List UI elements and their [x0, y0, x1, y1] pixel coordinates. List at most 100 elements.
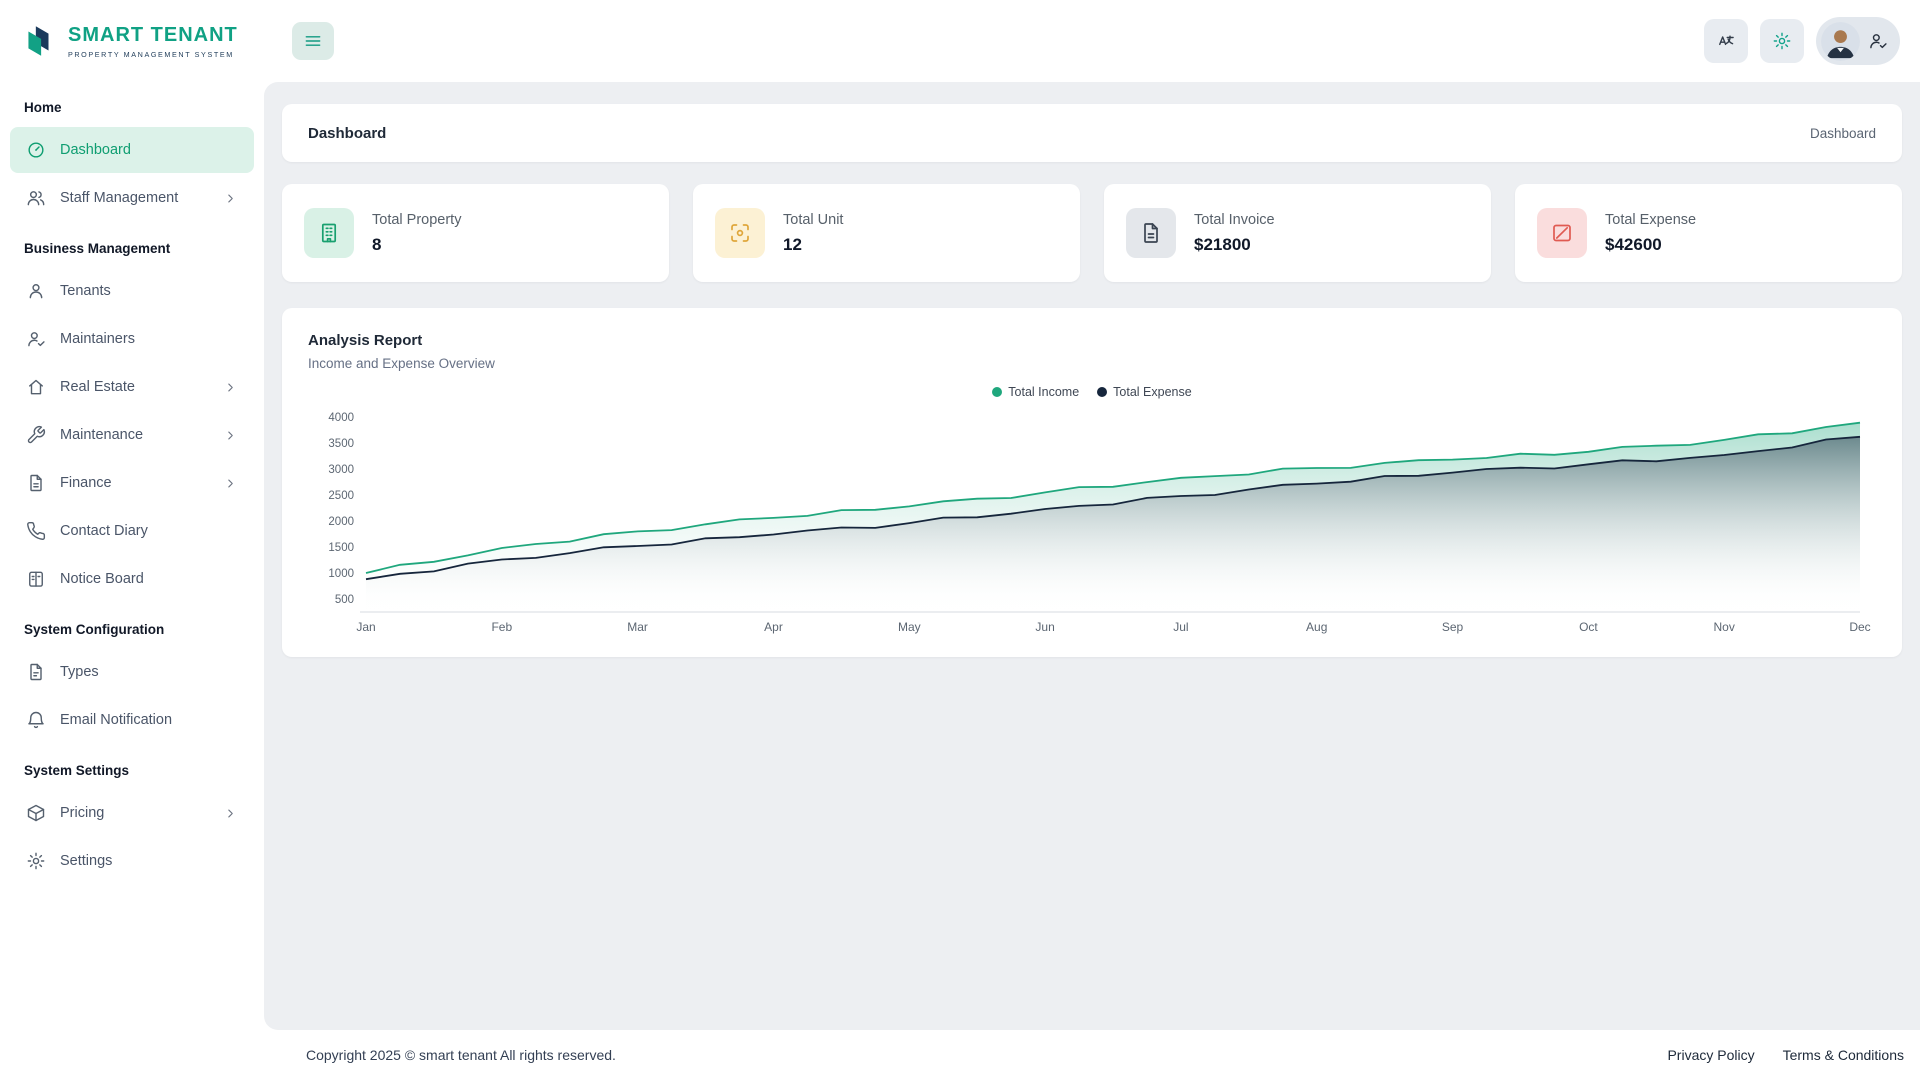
stat-card-total-unit: Total Unit 12 [693, 184, 1080, 282]
svg-text:500: 500 [335, 594, 354, 606]
bell-icon [26, 710, 46, 730]
stat-card-total-expense: Total Expense $42600 [1515, 184, 1902, 282]
svg-text:Jul: Jul [1173, 620, 1188, 634]
sidebar-item-label: Contact Diary [60, 523, 148, 539]
sidebar-section-title: Home [24, 100, 62, 115]
sidebar-item-dashboard[interactable]: Dashboard [10, 127, 254, 173]
sidebar-nav: Home Dashboard Staff Management Business Ma… [0, 82, 264, 1080]
footer: Copyright 2025 © smart tenant All rights… [264, 1030, 1920, 1080]
expense-icon [1550, 221, 1574, 245]
svg-text:Jun: Jun [1035, 620, 1054, 634]
brand-logo-icon [20, 22, 58, 60]
analysis-title: Analysis Report [308, 332, 423, 349]
analysis-subtitle: Income and Expense Overview [308, 356, 495, 371]
main-column: Dashboard Dashboard Total Property 8 Total… [264, 0, 1920, 1080]
avatar [1821, 21, 1860, 61]
svg-text:3500: 3500 [328, 438, 354, 450]
stats-row: Total Property 8 Total Unit 12 Total Invoice… [282, 184, 1902, 282]
svg-text:May: May [898, 620, 921, 634]
stat-label: Total Expense [1605, 211, 1697, 228]
svg-text:Sep: Sep [1442, 620, 1464, 634]
settings-button[interactable] [1760, 19, 1804, 63]
sidebar-item-real-estate[interactable]: Real Estate [10, 364, 254, 410]
unit-icon [728, 221, 752, 245]
translate-icon [1716, 31, 1736, 51]
analysis-report-card: Analysis Report Income and Expense Overv… [282, 308, 1902, 657]
sidebar-item-label: Finance [60, 475, 112, 491]
footer-link-terms-conditions[interactable]: Terms & Conditions [1782, 1047, 1904, 1063]
breadcrumb-current[interactable]: Dashboard [1809, 125, 1876, 141]
svg-text:2000: 2000 [328, 516, 354, 528]
sidebar-section-title: System Configuration [24, 622, 165, 637]
phone-icon [26, 521, 46, 541]
sidebar-item-pricing[interactable]: Pricing [10, 790, 254, 836]
stat-card-total-invoice: Total Invoice $21800 [1104, 184, 1491, 282]
sidebar-section-title: System Settings [24, 763, 130, 778]
gear-icon [26, 851, 46, 871]
sidebar: SMART TENANT PROPERTY MANAGEMENT SYSTEM … [0, 0, 264, 1080]
chevron-right-icon [223, 806, 238, 821]
topbar-actions [1704, 17, 1900, 65]
footer-links: Privacy Policy Terms & Conditions [1667, 1047, 1904, 1063]
sidebar-item-label: Notice Board [60, 571, 144, 587]
package-icon [26, 803, 46, 823]
wrench-icon [26, 425, 46, 445]
sidebar-item-label: Email Notification [60, 712, 173, 728]
sidebar-item-settings[interactable]: Settings [10, 838, 254, 884]
sidebar-item-label: Tenants [60, 283, 111, 299]
sidebar-item-types[interactable]: Types [10, 649, 254, 695]
sidebar-item-maintenance[interactable]: Maintenance [10, 412, 254, 458]
chevron-right-icon [223, 191, 238, 206]
sidebar-item-maintainers[interactable]: Maintainers [10, 316, 254, 362]
sidebar-item-label: Pricing [60, 805, 105, 821]
stat-label: Total Invoice [1194, 211, 1275, 228]
dashboard-icon [26, 140, 46, 160]
home-icon [26, 377, 46, 397]
translate-button[interactable] [1704, 19, 1748, 63]
svg-text:Mar: Mar [627, 620, 648, 634]
stat-label: Total Unit [783, 211, 844, 228]
user-check-icon [1868, 31, 1888, 51]
sidebar-item-contact-diary[interactable]: Contact Diary [10, 508, 254, 554]
svg-text:Dec: Dec [1849, 620, 1870, 634]
svg-text:1500: 1500 [328, 542, 354, 554]
stat-value: $21800 [1194, 234, 1251, 254]
breadcrumb: Dashboard Dashboard [282, 104, 1902, 162]
chevron-right-icon [223, 380, 238, 395]
sidebar-item-staff-management[interactable]: Staff Management [10, 175, 254, 221]
legend-item[interactable]: Total Expense [1097, 385, 1192, 399]
sidebar-item-finance[interactable]: Finance [10, 460, 254, 506]
svg-text:Jan: Jan [356, 620, 375, 634]
users-icon [26, 188, 46, 208]
stat-label: Total Property [372, 211, 462, 228]
building-icon [317, 221, 341, 245]
page-title: Dashboard [308, 124, 387, 142]
legend-item[interactable]: Total Income [992, 385, 1079, 399]
chevron-right-icon [223, 476, 238, 491]
svg-text:3000: 3000 [328, 464, 354, 476]
sidebar-item-email-notification[interactable]: Email Notification [10, 697, 254, 743]
legend-dot-icon [992, 387, 1003, 397]
topbar [264, 0, 1920, 82]
brand-name: SMART TENANT [68, 23, 238, 46]
footer-link-privacy-policy[interactable]: Privacy Policy [1667, 1047, 1755, 1063]
file-icon [26, 662, 46, 682]
chevron-right-icon [223, 428, 238, 443]
svg-text:Nov: Nov [1714, 620, 1735, 634]
chart-legend: Total Income Total Expense [308, 385, 1876, 399]
stat-value: $42600 [1605, 234, 1662, 254]
sidebar-item-label: Dashboard [60, 142, 131, 158]
board-icon [26, 569, 46, 589]
svg-text:Apr: Apr [764, 620, 783, 634]
sidebar-item-label: Maintenance [60, 427, 144, 443]
svg-text:1000: 1000 [328, 568, 354, 580]
menu-icon [303, 31, 323, 51]
sidebar-item-notice-board[interactable]: Notice Board [10, 556, 254, 602]
sidebar-item-tenants[interactable]: Tenants [10, 268, 254, 314]
menu-button[interactable] [292, 22, 334, 60]
sidebar-item-label: Types [60, 664, 99, 680]
profile-menu[interactable] [1816, 17, 1900, 65]
svg-text:4000: 4000 [328, 412, 354, 424]
brand: SMART TENANT PROPERTY MANAGEMENT SYSTEM [0, 0, 264, 82]
svg-text:Oct: Oct [1579, 620, 1598, 634]
